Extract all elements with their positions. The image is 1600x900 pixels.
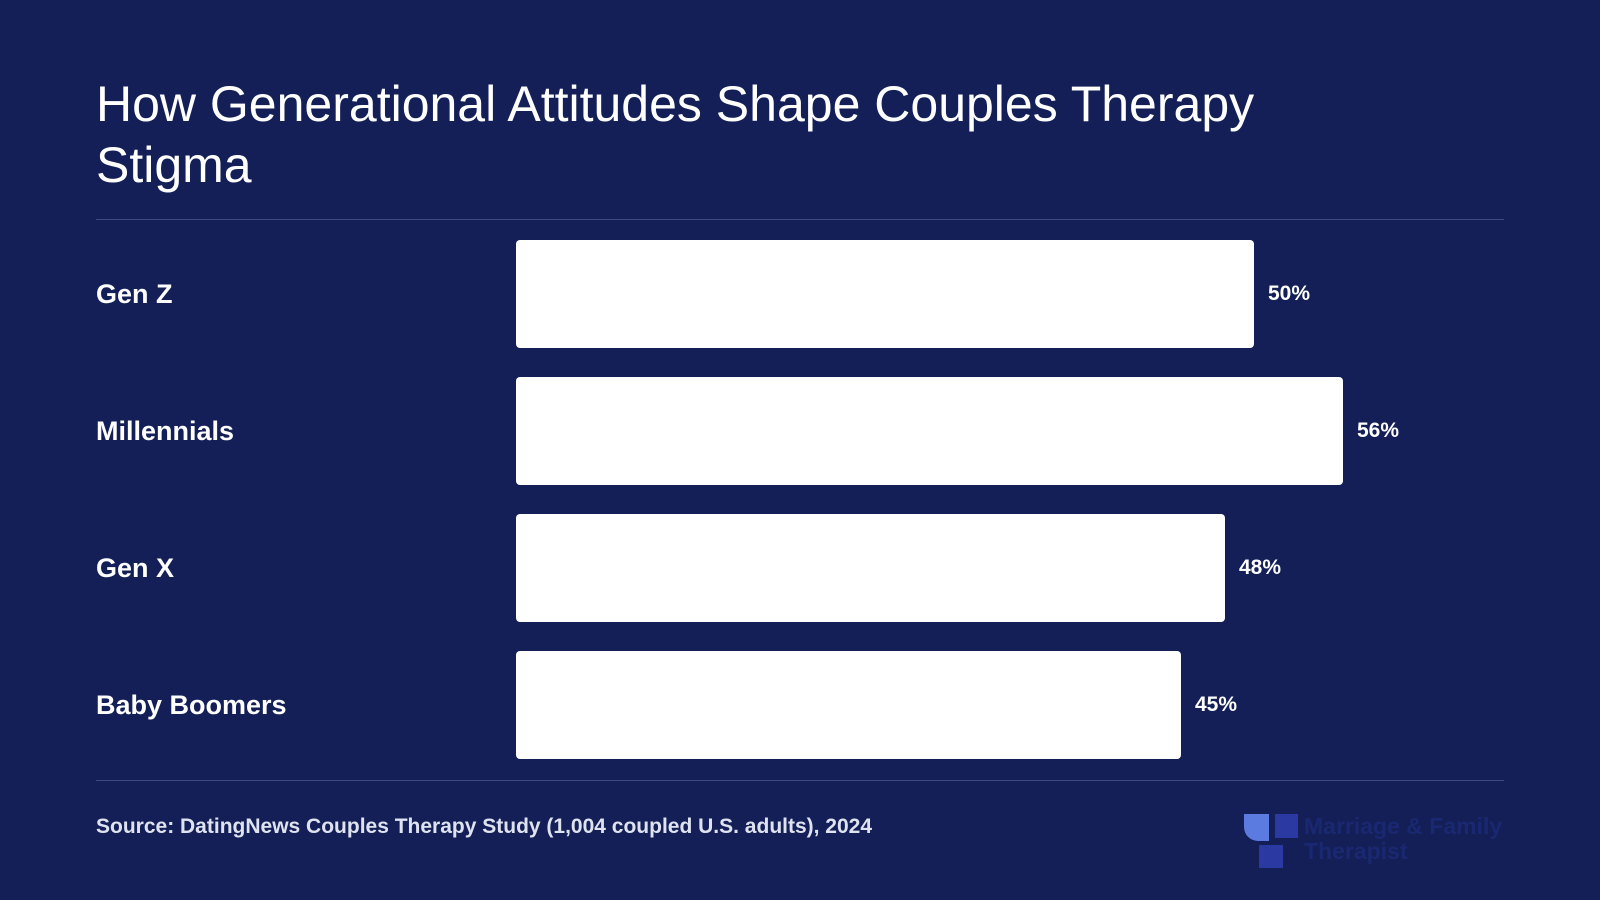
bar	[516, 651, 1181, 759]
value-label: 45%	[1195, 693, 1238, 716]
value-label: 50%	[1268, 282, 1311, 305]
logo: Marriage & Family Therapist	[1244, 812, 1514, 868]
bar	[516, 514, 1225, 622]
logo-line-2: Therapist	[1304, 838, 1408, 864]
category-label: Baby Boomers	[96, 690, 287, 720]
bar	[516, 377, 1343, 485]
mft-logo-icon	[1244, 814, 1298, 868]
chart-title: How Generational Attitudes Shape Couples…	[96, 76, 1255, 193]
logo-line-1: Marriage & Family	[1304, 813, 1503, 839]
category-label: Gen X	[96, 553, 175, 583]
value-label: 48%	[1239, 556, 1282, 579]
category-label: Gen Z	[96, 279, 173, 309]
category-label: Millennials	[96, 416, 235, 446]
bottom-divider	[96, 780, 1504, 781]
bar	[516, 240, 1254, 348]
source-note: Source: DatingNews Couples Therapy Study…	[96, 815, 873, 838]
logo-text: Marriage & Family Therapist	[1304, 814, 1514, 864]
top-divider	[96, 219, 1504, 220]
value-label: 56%	[1357, 419, 1400, 442]
